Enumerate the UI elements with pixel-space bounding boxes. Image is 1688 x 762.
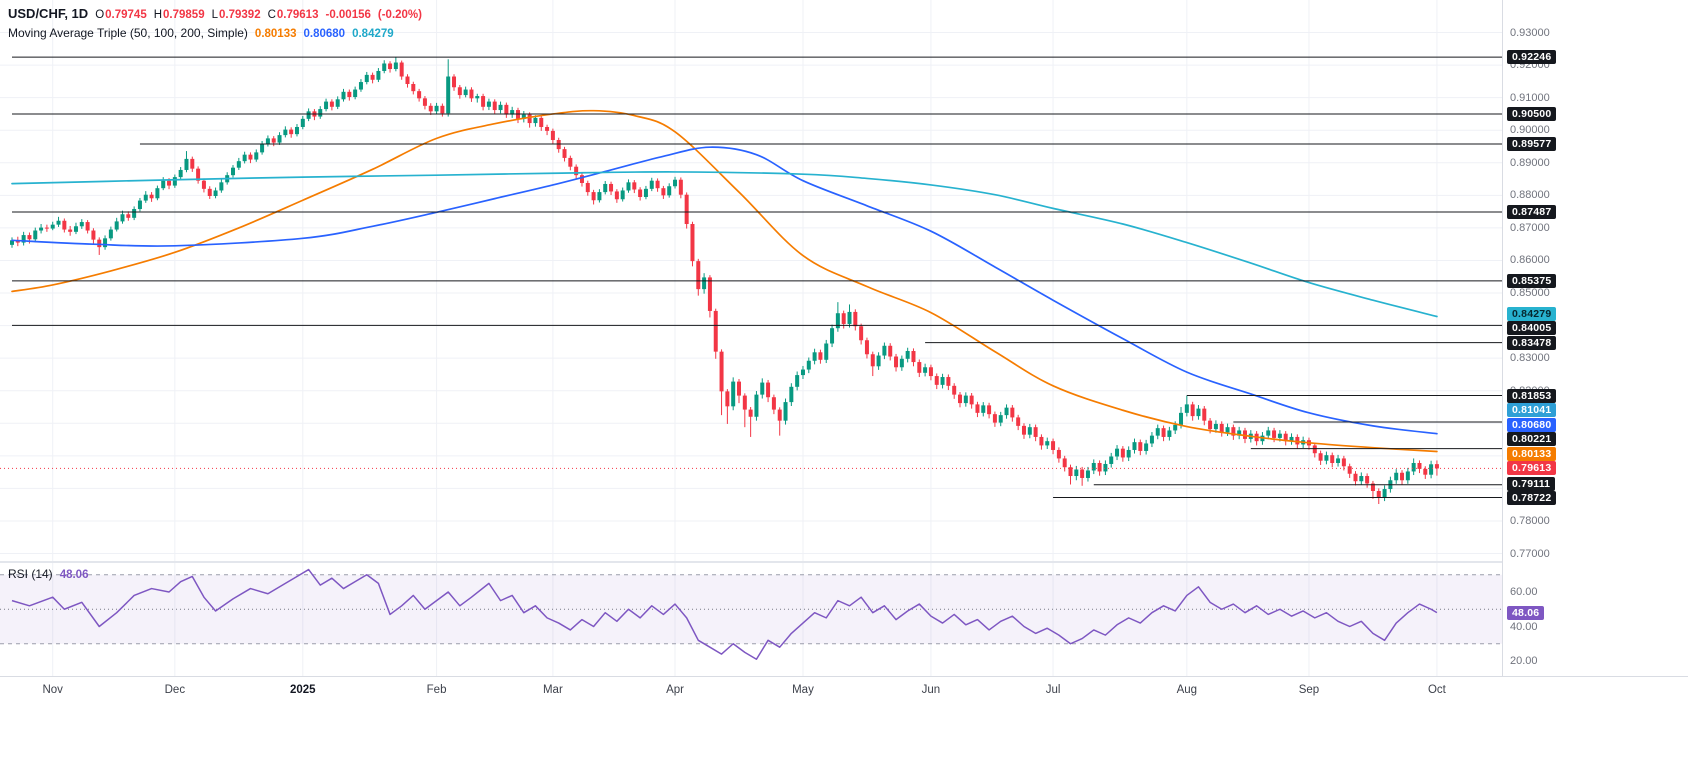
last-price-badge: 0.79613	[1507, 461, 1557, 476]
low-label: L	[211, 9, 219, 21]
low-value: 0.79392	[219, 9, 261, 21]
ma-indicator-legend[interactable]: Moving Average Triple (50, 100, 200, Sim…	[8, 26, 394, 40]
price-tick: 0.85000	[1510, 287, 1550, 300]
price-tick: 0.78000	[1510, 514, 1550, 527]
price-level-badge: 0.79111	[1507, 476, 1556, 491]
price-level-badge: 0.84005	[1507, 321, 1557, 336]
price-level-badge: 0.83478	[1507, 335, 1557, 350]
price-tick: 0.89000	[1510, 156, 1550, 169]
change-value: -0.00156	[325, 9, 371, 21]
time-axis-label: Nov	[42, 684, 63, 696]
moving-average-lines	[11, 109, 1438, 453]
sma-200-line	[11, 171, 1438, 318]
close-label: C	[267, 9, 276, 21]
ma100-value: 0.80680	[303, 28, 346, 40]
rsi-tick: 60.00	[1510, 586, 1538, 598]
open-label: O	[95, 9, 105, 21]
rsi-value: 48.06	[59, 569, 89, 581]
time-axis-label: Jul	[1045, 684, 1061, 696]
time-axis-label: Oct	[1427, 684, 1446, 696]
price-level-badge: 0.78722	[1507, 491, 1557, 506]
rsi-indicator-title: RSI (14)	[8, 567, 53, 581]
rsi-tick: 40.00	[1510, 620, 1538, 633]
high-value: 0.79859	[163, 9, 205, 21]
rsi-value-badge: 48.06	[1507, 605, 1545, 620]
price-level-badge: 0.90500	[1507, 106, 1557, 121]
time-axis[interactable]: Nov Dec 2025 Feb Mar Apr May Jun Jul Aug Sep Oct	[0, 676, 1688, 762]
price-tick: 0.83000	[1510, 352, 1550, 365]
price-level-badge: 0.89577	[1507, 137, 1557, 151]
rsi-tick: 20.00	[1510, 655, 1538, 667]
price-tick: 0.88000	[1510, 189, 1550, 202]
price-tick: 0.90000	[1510, 124, 1550, 137]
price-level-badge: 0.84279	[1507, 306, 1557, 321]
ma200-value: 0.84279	[352, 28, 394, 40]
price-level-badge: 0.92246	[1507, 50, 1557, 65]
price-level-badge: 0.81041	[1507, 403, 1557, 418]
change-percent: (-0.20%)	[377, 9, 422, 21]
time-axis-label: Aug	[1176, 684, 1198, 696]
price-tick: 0.87000	[1510, 221, 1550, 234]
close-value: 0.79613	[276, 9, 319, 21]
price-level-badge: 0.80221	[1507, 432, 1557, 447]
symbol-legend[interactable]: USD/CHF, 1D O 0.79745 H 0.79859 L 0.79392 C…	[8, 6, 422, 21]
price-axis[interactable]: 0.93000 0.92000 0.91000 0.90000 0.89000 0.880…	[1502, 0, 1688, 676]
price-level-badge: 0.81853	[1507, 388, 1557, 403]
high-label: H	[153, 9, 163, 21]
price-level-badge: 0.85375	[1507, 273, 1557, 288]
time-axis-label: Apr	[666, 684, 684, 696]
time-axis-label: Sep	[1298, 684, 1320, 696]
open-value: 0.79745	[105, 9, 147, 21]
rsi-pane	[0, 574, 1502, 645]
rsi-line	[11, 568, 1438, 661]
time-axis-label: 2025	[290, 684, 316, 696]
sma-100-line	[11, 146, 1438, 435]
time-axis-label: May	[792, 684, 814, 696]
time-axis-label: Mar	[542, 684, 563, 696]
sma-50-line	[11, 109, 1438, 453]
symbol-title: USD/CHF, 1D	[8, 6, 89, 21]
time-axis-label: Jun	[921, 684, 941, 696]
price-level-badge: 0.87487	[1507, 205, 1557, 220]
pane-separator[interactable]	[0, 561, 1688, 563]
time-axis-label: Dec	[164, 684, 186, 696]
chart-plot-area[interactable]	[0, 0, 1502, 676]
price-tick: 0.93000	[1510, 26, 1550, 39]
price-level-lines[interactable]	[12, 56, 1502, 498]
price-tick: 0.91000	[1510, 91, 1550, 104]
candlestick-series	[10, 57, 1439, 505]
price-tick: 0.86000	[1510, 254, 1550, 267]
ma50-value: 0.80133	[254, 28, 297, 40]
rsi-indicator-legend[interactable]: RSI (14) 48.06	[8, 567, 88, 581]
price-tick: 0.77000	[1510, 547, 1550, 560]
time-axis-label: Feb	[426, 684, 447, 696]
price-level-badge: 0.80133	[1507, 446, 1557, 461]
price-level-badge: 0.80680	[1507, 417, 1557, 432]
ma-indicator-title: Moving Average Triple (50, 100, 200, Sim…	[8, 26, 248, 40]
